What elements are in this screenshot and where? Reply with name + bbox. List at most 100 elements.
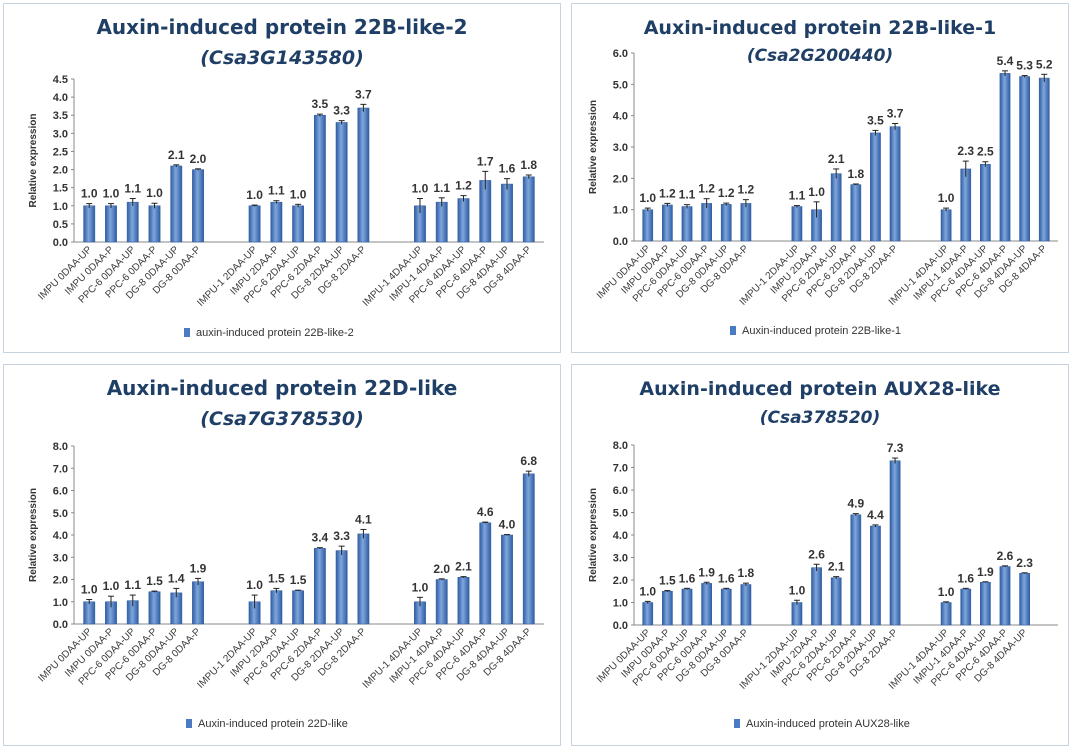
bar bbox=[791, 602, 803, 626]
value-label: 3.7 bbox=[355, 87, 372, 101]
bar bbox=[270, 201, 283, 243]
bar bbox=[457, 577, 470, 625]
y-tick-label: 0.0 bbox=[53, 619, 68, 631]
value-label: 3.3 bbox=[333, 104, 350, 118]
value-label: 2.3 bbox=[1016, 556, 1033, 570]
value-label: 1.2 bbox=[455, 179, 472, 193]
value-label: 3.4 bbox=[312, 531, 329, 545]
y-tick-label: 7.0 bbox=[613, 463, 628, 475]
value-label: 1.0 bbox=[412, 182, 429, 196]
bar bbox=[940, 209, 952, 242]
y-tick-label: 3.0 bbox=[53, 552, 68, 564]
chart-panel-aux28-like: Auxin-induced protein AUX28-like (Csa3785… bbox=[571, 364, 1069, 746]
legend-swatch bbox=[730, 326, 736, 335]
value-label: 1.0 bbox=[146, 186, 163, 200]
bar bbox=[170, 165, 183, 243]
bar bbox=[701, 583, 712, 626]
y-axis-label: Relative expression bbox=[28, 114, 39, 208]
bar bbox=[870, 525, 881, 626]
y-tick-label: 2.5 bbox=[53, 146, 68, 158]
value-label: 6.8 bbox=[520, 454, 537, 468]
value-label: 1.6 bbox=[957, 571, 974, 585]
bar bbox=[479, 180, 492, 243]
y-tick-label: 1.0 bbox=[53, 201, 68, 213]
y-tick-label: 3.0 bbox=[613, 142, 628, 154]
bar bbox=[1019, 573, 1030, 626]
value-label: 2.5 bbox=[977, 145, 994, 159]
value-label: 2.6 bbox=[997, 549, 1014, 563]
bar bbox=[642, 602, 654, 626]
value-label: 1.4 bbox=[168, 571, 185, 585]
bar bbox=[83, 601, 96, 625]
chart-title: Auxin-induced protein 22B-like-2 bbox=[96, 15, 467, 39]
y-axis-label: Relative expression bbox=[588, 100, 599, 194]
chart-title: Auxin-induced protein AUX28-like bbox=[639, 378, 1000, 400]
y-axis-label: Relative expression bbox=[28, 488, 39, 582]
value-label: 4.9 bbox=[847, 497, 864, 511]
value-label: 1.8 bbox=[520, 158, 537, 172]
value-label: 3.5 bbox=[312, 97, 329, 111]
chart-title: Auxin-induced protein 22D-like bbox=[107, 376, 458, 400]
chart-aux28-like: Auxin-induced protein AUX28-like (Csa3785… bbox=[588, 378, 1058, 730]
y-tick-label: 8.0 bbox=[53, 441, 68, 453]
chart-22b-like-2: Auxin-induced protein 22B-like-2 (Csa3G14… bbox=[28, 15, 544, 339]
bar bbox=[740, 584, 752, 626]
bar bbox=[357, 533, 370, 625]
bar bbox=[435, 201, 448, 243]
bar bbox=[642, 209, 654, 242]
bar bbox=[830, 173, 842, 242]
chart-subtitle: (Csa7G378530) bbox=[200, 408, 364, 430]
value-label: 2.1 bbox=[828, 152, 845, 166]
value-label: 1.5 bbox=[290, 573, 307, 587]
chart-panel-22b-like-1: Auxin-induced protein 22B-like-1 (Csa2G20… bbox=[571, 3, 1069, 353]
y-tick-label: 4.0 bbox=[53, 92, 68, 104]
value-label: 2.0 bbox=[433, 562, 450, 576]
value-label: 5.2 bbox=[1036, 57, 1053, 71]
value-label: 1.1 bbox=[433, 181, 450, 195]
value-label: 1.1 bbox=[124, 182, 141, 196]
bar bbox=[850, 514, 862, 626]
value-label: 1.5 bbox=[268, 571, 285, 585]
value-label: 1.1 bbox=[679, 188, 696, 202]
bar bbox=[522, 473, 535, 625]
value-label: 1.1 bbox=[789, 189, 806, 203]
value-label: 2.1 bbox=[828, 560, 845, 574]
y-tick-label: 8.0 bbox=[613, 440, 628, 452]
value-label: 1.9 bbox=[977, 565, 994, 579]
value-label: 1.9 bbox=[190, 561, 207, 575]
y-tick-label: 4.0 bbox=[613, 111, 628, 123]
value-label: 3.3 bbox=[333, 529, 350, 543]
chart-subtitle: (Csa3G143580) bbox=[200, 47, 364, 69]
bar bbox=[889, 460, 901, 626]
y-tick-label: 7.0 bbox=[53, 463, 68, 475]
y-tick-label: 2.0 bbox=[53, 165, 68, 177]
value-label: 1.2 bbox=[718, 186, 735, 200]
value-label: 3.5 bbox=[867, 113, 884, 127]
bar bbox=[248, 205, 261, 243]
y-axis-label: Relative expression bbox=[588, 488, 599, 582]
bar bbox=[270, 590, 283, 625]
value-label: 1.6 bbox=[499, 162, 516, 176]
bar bbox=[357, 107, 370, 243]
chart-panel-22b-like-2: Auxin-induced protein 22B-like-2 (Csa3G14… bbox=[3, 3, 561, 353]
legend-label: Auxin-induced protein 22D-like bbox=[198, 718, 348, 730]
bar bbox=[126, 201, 139, 243]
bar bbox=[999, 73, 1011, 242]
bar bbox=[850, 184, 862, 242]
y-tick-label: 3.0 bbox=[613, 553, 628, 565]
value-label: 1.2 bbox=[698, 182, 715, 196]
y-tick-label: 4.0 bbox=[53, 530, 68, 542]
y-tick-label: 3.0 bbox=[53, 128, 68, 140]
value-label: 2.6 bbox=[808, 547, 825, 561]
value-label: 5.3 bbox=[1016, 59, 1033, 73]
y-tick-label: 0.0 bbox=[613, 236, 628, 248]
bar bbox=[1038, 77, 1050, 242]
chart-title: Auxin-induced protein 22B-like-1 bbox=[644, 17, 997, 39]
y-tick-label: 0.0 bbox=[53, 237, 68, 249]
bar bbox=[1019, 76, 1030, 242]
bar bbox=[980, 163, 991, 242]
bar bbox=[960, 168, 972, 242]
legend-label: Auxin-induced protein 22B-like-1 bbox=[742, 325, 901, 337]
bar bbox=[889, 126, 901, 242]
value-label: 4.4 bbox=[867, 508, 884, 522]
